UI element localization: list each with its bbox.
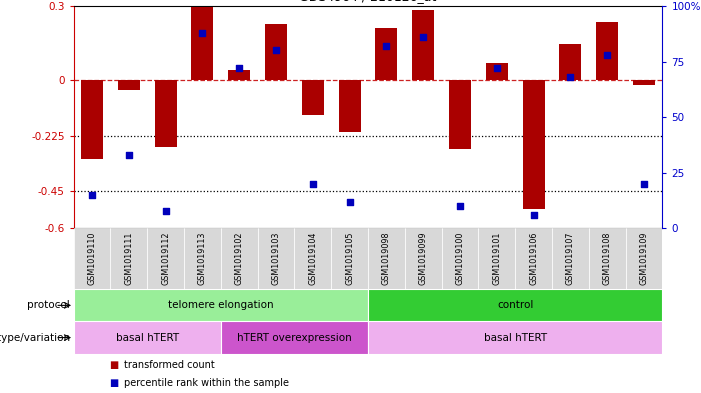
Bar (265, 24, 287, 80)
Text: GSM1019111: GSM1019111 (124, 231, 133, 285)
Bar (191, 7, 213, 80)
Bar (368, 228, 405, 289)
Bar (412, 9, 434, 80)
Text: transformed count: transformed count (124, 360, 215, 371)
Text: GSM1019106: GSM1019106 (529, 231, 538, 285)
Text: protocol: protocol (27, 300, 70, 310)
Point (491, 65, 503, 71)
Bar (442, 228, 478, 289)
Point (344, 198, 355, 205)
Point (86, 192, 97, 198)
Point (197, 29, 208, 36)
Bar (118, 80, 139, 90)
Point (639, 181, 650, 187)
Bar (301, 80, 324, 115)
Bar (625, 228, 662, 289)
Text: GSM1019101: GSM1019101 (492, 231, 501, 285)
Bar (552, 228, 589, 289)
Bar (515, 228, 552, 289)
Point (454, 203, 465, 209)
Bar (339, 80, 360, 132)
Point (233, 65, 245, 71)
Bar (449, 80, 471, 149)
Bar (596, 22, 618, 80)
Text: hTERT overexpression: hTERT overexpression (237, 332, 352, 343)
Point (601, 52, 613, 58)
Bar (111, 228, 147, 289)
Point (418, 34, 429, 40)
Text: GSM1019105: GSM1019105 (345, 231, 354, 285)
Bar (486, 63, 508, 80)
Text: GSM1019098: GSM1019098 (382, 231, 391, 285)
Text: GSM1019113: GSM1019113 (198, 231, 207, 285)
Bar (368, 321, 662, 354)
Bar (74, 228, 110, 289)
Text: GSM1019108: GSM1019108 (603, 231, 612, 285)
Text: ■: ■ (109, 360, 118, 371)
Bar (478, 228, 515, 289)
Bar (221, 228, 257, 289)
Text: basal hTERT: basal hTERT (484, 332, 547, 343)
Text: GSM1019099: GSM1019099 (418, 231, 428, 285)
Bar (228, 70, 250, 80)
Point (528, 212, 539, 218)
Point (271, 47, 282, 53)
Bar (154, 80, 177, 147)
Bar (74, 289, 368, 321)
Text: control: control (497, 300, 533, 310)
Text: ■: ■ (109, 378, 118, 388)
Text: GSM1019107: GSM1019107 (566, 231, 575, 285)
Bar (589, 228, 625, 289)
Text: telomere elongation: telomere elongation (168, 300, 273, 310)
Text: GSM1019103: GSM1019103 (271, 231, 280, 285)
Text: GSM1019110: GSM1019110 (88, 231, 97, 285)
Bar (294, 228, 331, 289)
Bar (376, 28, 397, 80)
Bar (74, 321, 221, 354)
Point (307, 181, 318, 187)
Bar (522, 80, 545, 209)
Bar (184, 228, 221, 289)
Point (123, 152, 135, 158)
Text: basal hTERT: basal hTERT (116, 332, 179, 343)
Text: genotype/variation: genotype/variation (0, 332, 70, 343)
Text: percentile rank within the sample: percentile rank within the sample (124, 378, 289, 388)
Text: GSM1019102: GSM1019102 (235, 231, 244, 285)
Title: GDS4964 / 210126_at: GDS4964 / 210126_at (299, 0, 437, 3)
Text: GSM1019112: GSM1019112 (161, 231, 170, 285)
Bar (331, 228, 368, 289)
Bar (368, 289, 662, 321)
Bar (559, 44, 581, 80)
Bar (81, 80, 103, 159)
Text: GSM1019104: GSM1019104 (308, 231, 318, 285)
Point (565, 74, 576, 80)
Point (160, 208, 171, 214)
Bar (633, 80, 655, 85)
Bar (257, 228, 294, 289)
Bar (405, 228, 442, 289)
Text: GSM1019100: GSM1019100 (456, 231, 465, 285)
Text: GSM1019109: GSM1019109 (639, 231, 648, 285)
Bar (221, 321, 368, 354)
Bar (147, 228, 184, 289)
Point (381, 43, 392, 49)
